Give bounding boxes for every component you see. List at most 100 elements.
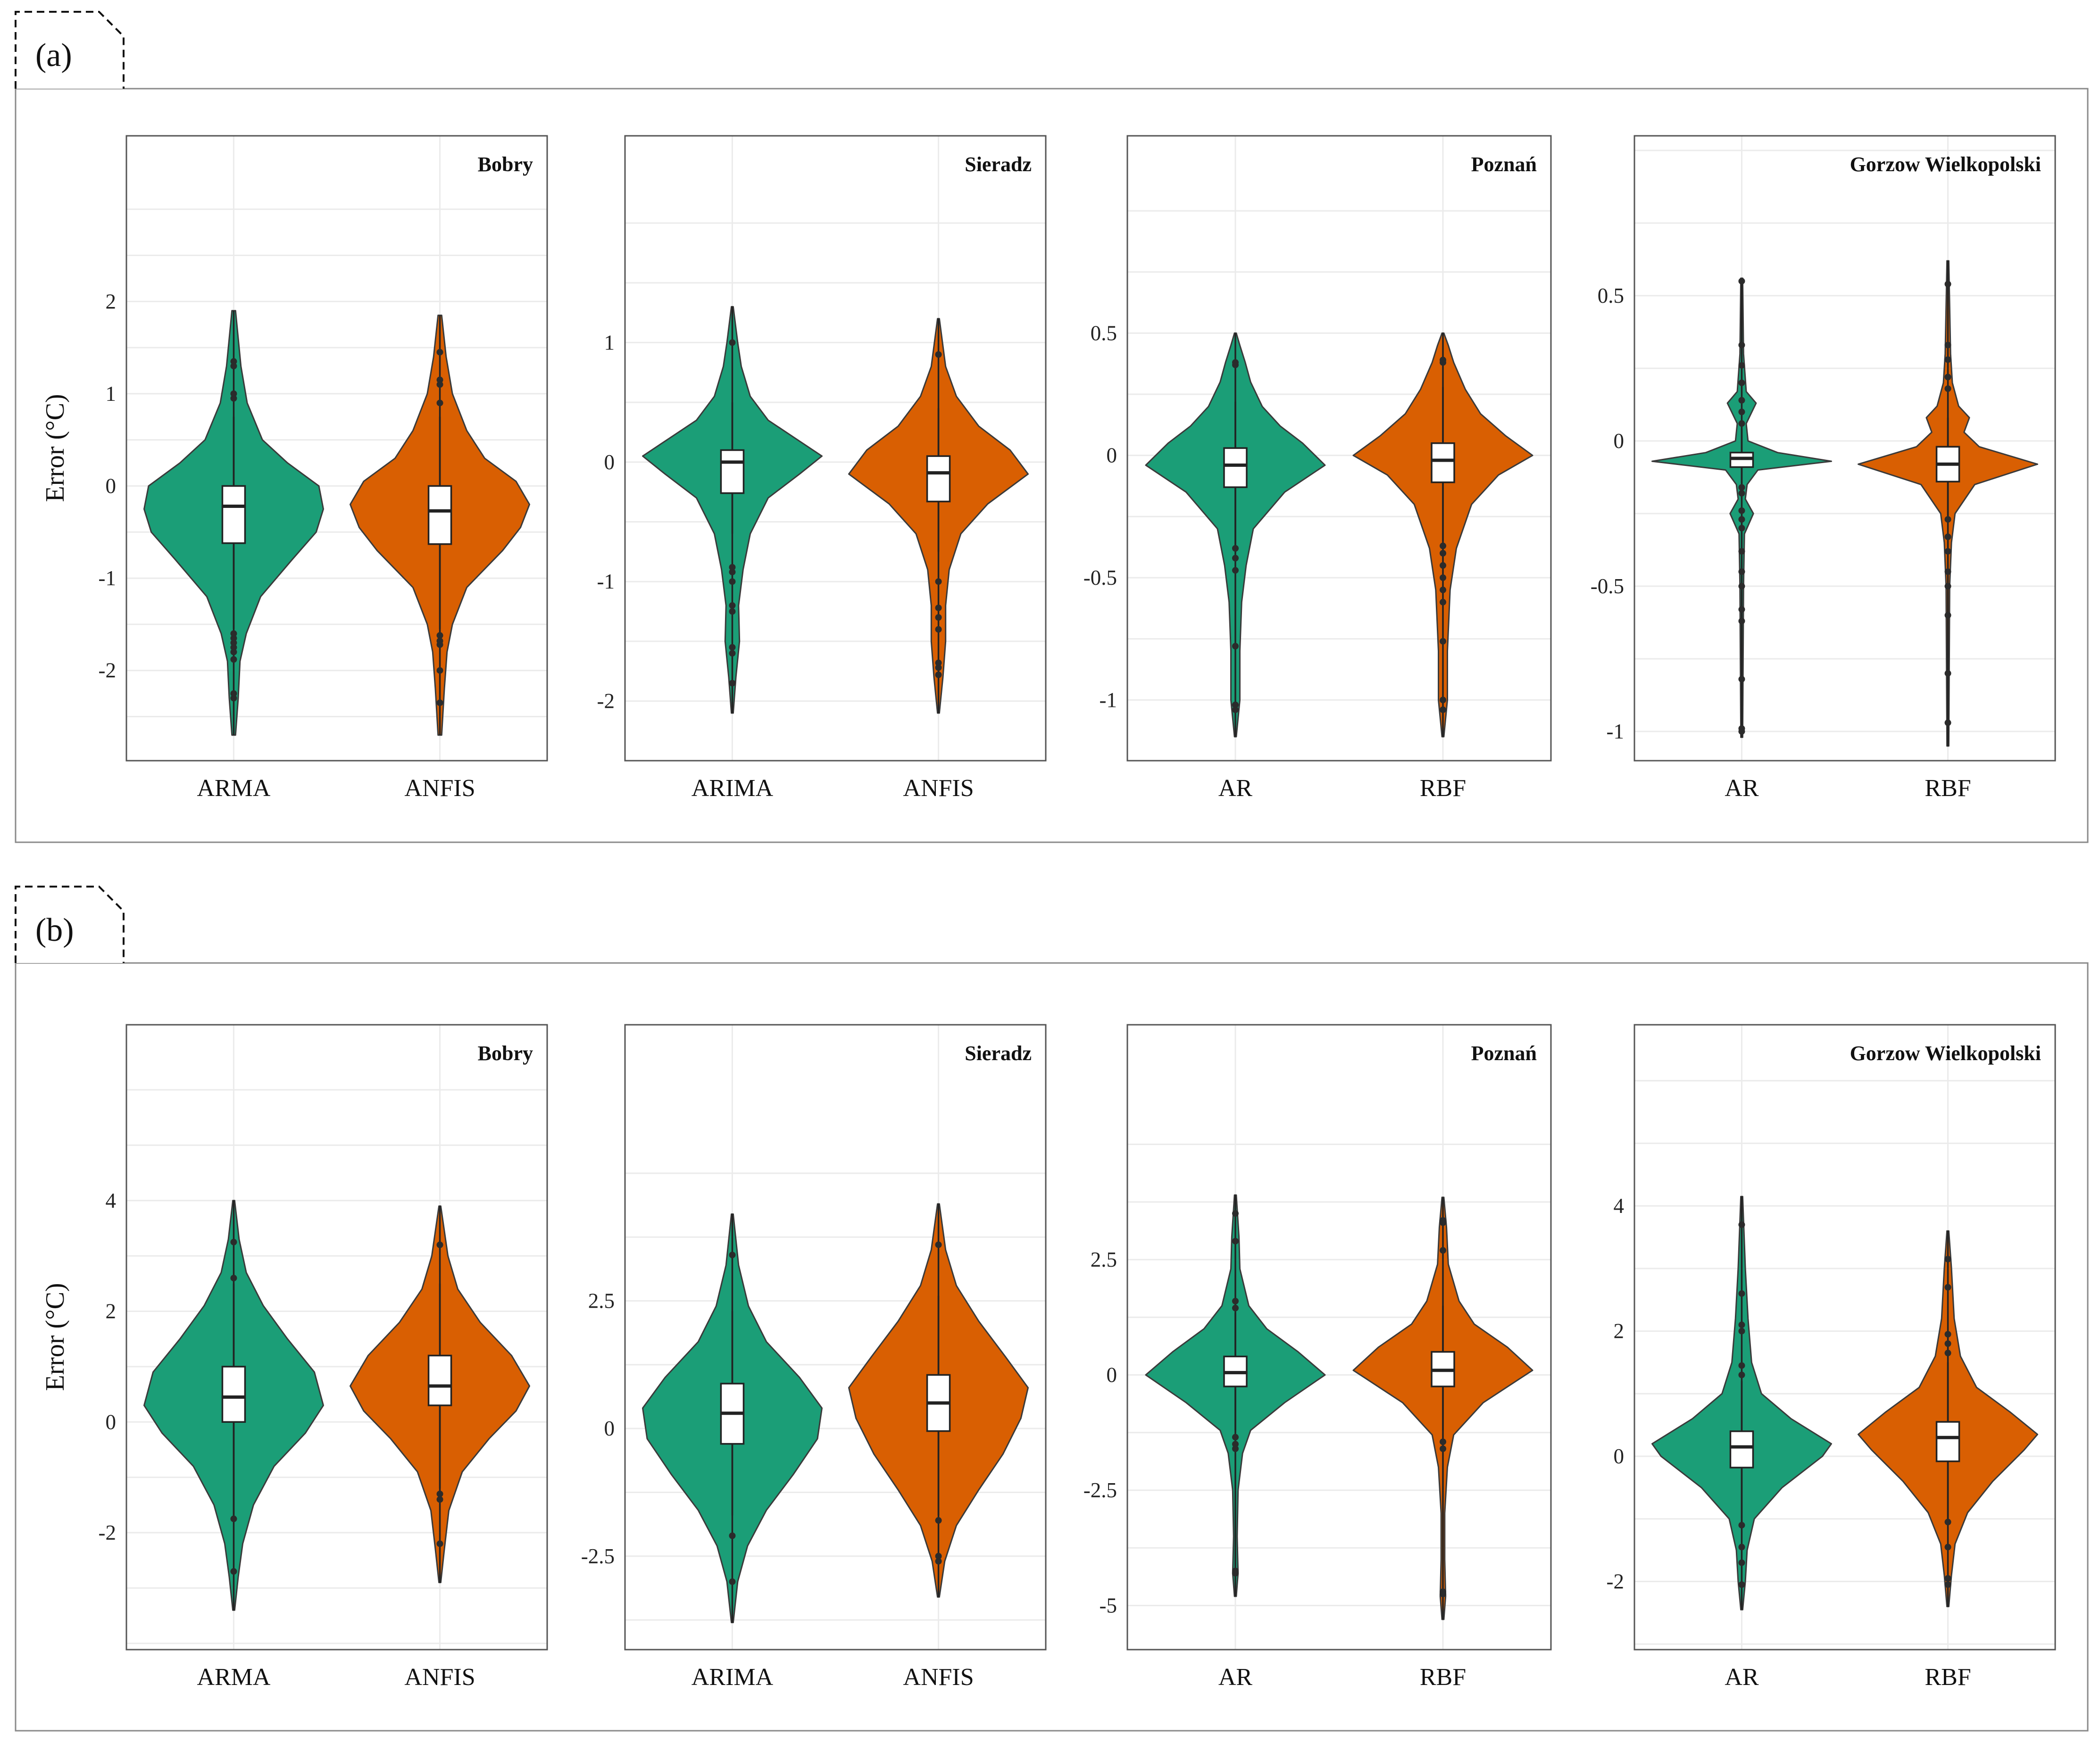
outlier-point [436,667,443,674]
outlier-point [729,568,736,575]
violin-box [1223,447,1248,488]
violin-panel: Bobry -2 -1 0 1 2 ARMA ANFIS [99,135,548,802]
outlier-point [230,363,237,370]
outlier-point [935,1241,942,1248]
violin-box [1431,442,1455,483]
outlier-point [436,349,443,356]
outlier-point [1944,1544,1951,1551]
panel-tag-label: (b) [35,912,74,948]
outlier-point [1738,1544,1745,1551]
outlier-point [436,699,443,706]
outlier-point [1738,583,1745,590]
outlier-point [1232,1210,1239,1217]
outlier-point [1944,533,1951,540]
outlier-point [230,644,237,651]
outlier-point [230,690,237,697]
outlier-point [1944,516,1951,523]
outlier-point [1738,516,1745,523]
y-tick-label: 4 [106,1189,117,1212]
outlier-point [1440,598,1447,606]
outlier-point [1440,574,1447,581]
y-tick-label: 0 [106,474,117,498]
y-tick-label: 0 [604,450,615,474]
outlier-point [729,680,736,687]
outlier-point [230,1568,237,1575]
outlier-point [1440,562,1447,569]
y-tick-label: 2 [106,290,117,313]
outlier-point [1944,356,1951,363]
y-tick-label: 0 [1614,1444,1625,1468]
outlier-point [1232,359,1239,366]
outlier-point [436,1540,443,1547]
outlier-point [1738,408,1745,415]
outlier-point [436,1490,443,1497]
outlier-point [935,626,942,633]
outlier-point [1738,606,1745,613]
outlier-point [1738,484,1745,491]
y-tick-label: -1 [597,570,615,593]
x-category-label: AR [1218,1664,1253,1691]
outlier-point [1738,1321,1745,1328]
y-tick-label: -2 [597,689,615,713]
outlier-point [1738,524,1745,531]
x-category-label: AR [1218,775,1253,802]
panel-title: Sieradz [965,153,1032,176]
outlier-point [1232,1298,1239,1305]
outlier-point [729,608,736,615]
x-category-label: RBF [1925,775,1971,802]
outlier-point [1232,706,1239,714]
outlier-point [1738,490,1745,497]
outlier-point [1738,1362,1745,1369]
y-tick-label: 1 [604,331,615,354]
outlier-point [1440,706,1447,714]
outlier-point [1944,583,1951,590]
violin-panel: Gorzow Wielkopolski -1 -0.5 0 0.5 AR RBF [1591,135,2056,802]
outlier-point [1440,1217,1447,1224]
row-frame [15,962,2089,1732]
outlier-point [1944,1340,1951,1347]
panel-title: Gorzow Wielkopolski [1850,1042,2041,1065]
outlier-point [1944,568,1951,575]
y-tick-label: 0 [1614,429,1625,453]
outlier-point [1738,420,1745,427]
outlier-point [935,604,942,611]
panel-title: Poznań [1471,1042,1537,1065]
outlier-point [230,630,237,637]
outlier-point [1440,586,1447,593]
y-tick-label: -2 [99,659,117,682]
panel-border [125,135,548,762]
outlier-point [935,664,942,671]
outlier-point [1232,1237,1239,1245]
outlier-point [1738,397,1745,404]
violin-panel: Sieradz -2.5 0 2.5 ARIMA ANFIS [581,1024,1047,1691]
y-tick-label: -1 [1607,720,1625,743]
outlier-point [1944,1331,1951,1338]
outlier-point [1944,1581,1951,1588]
outlier-point [230,390,237,397]
y-tick-label: -0.5 [1591,574,1624,598]
x-category-label: RBF [1925,1664,1971,1691]
outlier-point [729,578,736,585]
outlier-point [230,1275,237,1282]
outlier-point [230,395,237,402]
panel-title: Sieradz [965,1042,1032,1065]
x-category-label: AR [1725,775,1759,802]
violin-box [1729,1430,1754,1469]
violin-box [221,485,246,544]
outlier-point [230,1515,237,1522]
outlier-point [935,614,942,621]
outlier-point [230,1238,237,1245]
outlier-point [1232,567,1239,574]
panel-border [624,1024,1047,1651]
violin-panel: Sieradz -2 -1 0 1 ARIMA ANFIS [597,135,1047,802]
outlier-point [1440,1247,1447,1254]
y-tick-label: 0.5 [1598,284,1624,307]
outlier-point [729,650,736,657]
outlier-point [1738,1559,1745,1566]
outlier-point [230,695,237,702]
outlier-point [1232,1304,1239,1311]
outlier-point [1232,545,1239,552]
outlier-point [1232,1434,1239,1441]
outlier-point [1944,374,1951,381]
